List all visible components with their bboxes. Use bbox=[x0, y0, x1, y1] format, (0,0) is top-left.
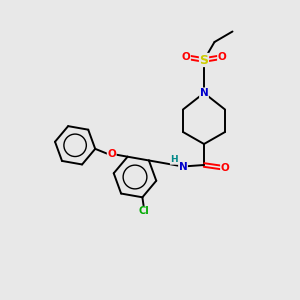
Text: S: S bbox=[200, 53, 208, 67]
Text: O: O bbox=[182, 52, 190, 62]
Text: O: O bbox=[218, 52, 226, 62]
Text: O: O bbox=[107, 149, 116, 159]
Text: N: N bbox=[178, 161, 188, 172]
Text: O: O bbox=[220, 163, 230, 173]
Text: H: H bbox=[170, 155, 178, 164]
Text: Cl: Cl bbox=[139, 206, 149, 216]
Text: N: N bbox=[200, 88, 208, 98]
